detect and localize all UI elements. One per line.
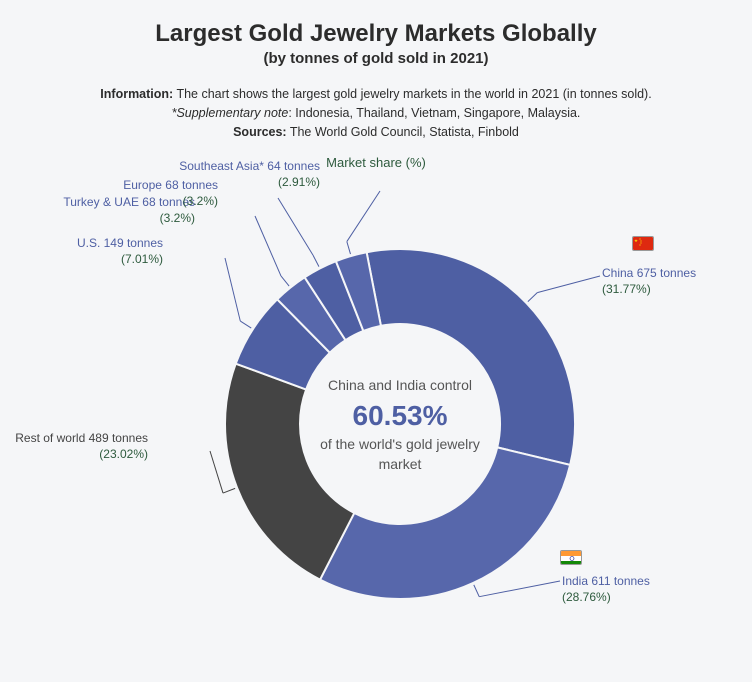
leader-line xyxy=(255,216,281,276)
chart-subtitle: (by tonnes of gold sold in 2021) xyxy=(30,50,722,67)
slice-label-pct: (2.91%) xyxy=(278,175,320,189)
slice-label-u-s-: U.S. 149 tonnes (7.01%) xyxy=(77,236,163,267)
leader-line xyxy=(223,489,235,494)
india-flag-icon xyxy=(560,550,582,565)
center-line1: China and India control xyxy=(310,376,490,396)
leader-line xyxy=(479,581,560,597)
info-text: The chart shows the largest gold jewelry… xyxy=(173,87,651,101)
chart-container: Largest Gold Jewelry Markets Globally (b… xyxy=(0,0,752,682)
leader-line xyxy=(225,258,240,321)
leader-line xyxy=(278,198,313,255)
sources-label: Sources: xyxy=(233,125,287,139)
slice-label-text: India 611 tonnes xyxy=(562,574,650,588)
slice-label-pct: (7.01%) xyxy=(121,252,163,266)
slice-label-text: Rest of world 489 tonnes xyxy=(15,431,148,445)
slice-label-pct: (3.2%) xyxy=(160,211,195,225)
info-block: Information: The chart shows the largest… xyxy=(30,85,722,141)
slice-label-pct: (23.02%) xyxy=(99,447,148,461)
slice-label-pct: (3.2%) xyxy=(183,194,218,208)
leader-line xyxy=(281,276,289,286)
slice-label-southeast-asia-: Southeast Asia* 64 tonnes (2.91%) xyxy=(179,159,320,190)
leader-line xyxy=(474,585,479,597)
donut-chart: China 675 tonnes (31.77%) India 611 tonnes… xyxy=(30,176,722,656)
slice-label-pct: (28.76%) xyxy=(562,590,611,604)
slice-label-text: China 675 tonnes xyxy=(602,266,696,280)
leader-line xyxy=(240,321,251,328)
supp-text: : Indonesia, Thailand, Vietnam, Singapor… xyxy=(288,106,580,120)
leader-line xyxy=(347,191,380,242)
chart-title: Largest Gold Jewelry Markets Globally xyxy=(30,20,722,48)
leader-line xyxy=(347,242,351,254)
leader-line xyxy=(210,451,223,493)
center-line2: of the world's gold jewelry market xyxy=(310,435,490,474)
info-label: Information: xyxy=(100,87,173,101)
slice-label-india: India 611 tonnes (28.76%) xyxy=(562,574,650,605)
center-big: 60.53% xyxy=(310,396,490,435)
sources-text: The World Gold Council, Statista, Finbol… xyxy=(287,125,519,139)
slice-label-china: China 675 tonnes (31.77%) xyxy=(602,266,696,297)
slice-label-text: Southeast Asia* 64 tonnes xyxy=(179,159,320,173)
china-flag-icon xyxy=(632,236,654,251)
slice-label-pct: (31.77%) xyxy=(602,282,651,296)
supp-label: *Supplementary note xyxy=(172,106,289,120)
market-share-label: Market share (%) xyxy=(30,155,722,170)
slice-label-rest-of-world: Rest of world 489 tonnes (23.02%) xyxy=(15,431,148,462)
center-text: China and India control 60.53% of the wo… xyxy=(310,376,490,474)
slice-label-text: U.S. 149 tonnes xyxy=(77,236,163,250)
leader-line xyxy=(537,276,600,293)
leader-line xyxy=(528,293,537,302)
leader-line xyxy=(313,255,319,267)
